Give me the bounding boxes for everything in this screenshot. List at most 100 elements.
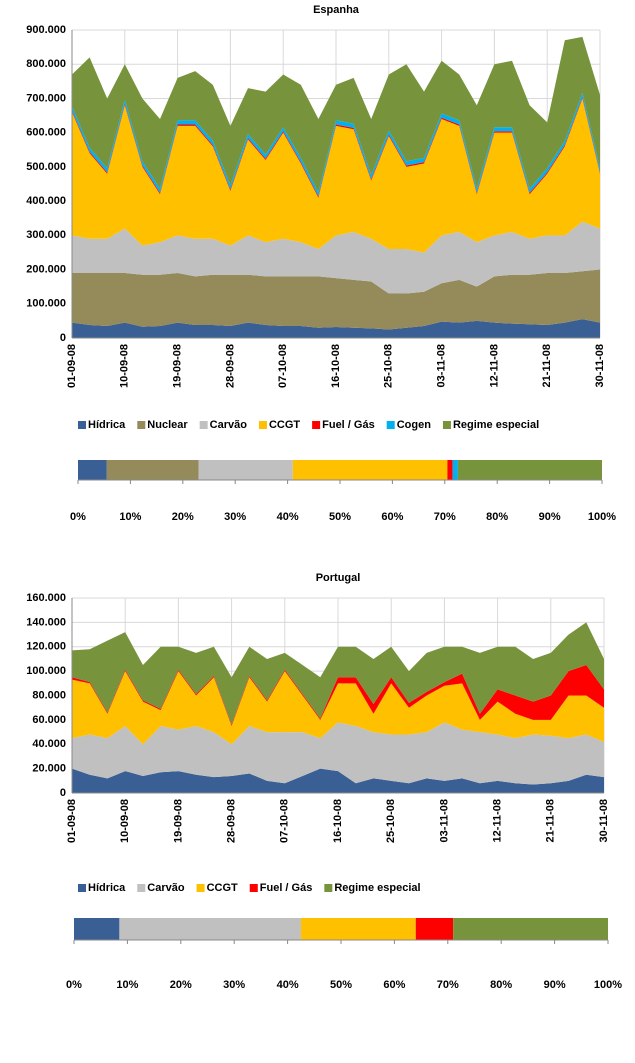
legend-swatch <box>258 421 267 429</box>
y-tick-label: 700.000 <box>26 92 66 104</box>
x-tick-label: 16-10-08 <box>330 344 342 388</box>
x-tick-label: 10% <box>116 979 138 991</box>
x-tick-label: 07-10-08 <box>277 344 289 388</box>
x-tick-label: 40% <box>277 979 299 991</box>
y-tick-label: 160.000 <box>26 592 66 604</box>
legend-swatch <box>137 421 146 429</box>
legend-label: Hídrica <box>88 882 126 894</box>
x-tick-label: 01-09-08 <box>66 344 78 388</box>
legend-swatch <box>78 421 86 429</box>
legend-label: Regime especial <box>334 882 420 894</box>
legend-label: Hídrica <box>88 419 126 431</box>
bar-segment <box>415 918 454 940</box>
x-tick-label: 90% <box>539 511 561 523</box>
area <box>72 221 600 294</box>
x-tick-label: 20% <box>172 511 194 523</box>
y-tick-label: 80.000 <box>32 689 66 701</box>
x-tick-label: 70% <box>434 511 456 523</box>
x-tick-label: 90% <box>544 979 566 991</box>
x-tick-label: 30% <box>224 511 246 523</box>
area <box>72 98 600 253</box>
legend-swatch <box>78 884 86 892</box>
bar-segment <box>447 460 453 480</box>
x-tick-label: 60% <box>383 979 405 991</box>
x-tick-label: 12-11-08 <box>492 799 504 842</box>
area <box>72 36 600 193</box>
x-tick-label: 28-09-08 <box>226 799 238 843</box>
y-tick-label: 400.000 <box>26 195 66 207</box>
x-tick-label: 03-11-08 <box>436 344 448 387</box>
area <box>72 768 604 793</box>
chart-title: Portugal <box>316 572 361 584</box>
x-tick-label: 10-09-08 <box>119 344 131 388</box>
legend-label: Nuclear <box>147 419 188 431</box>
x-tick-label: 25-10-08 <box>385 799 397 843</box>
legend-swatch <box>137 884 146 892</box>
legend-swatch <box>199 421 208 429</box>
chart-title: Espanha <box>313 4 360 16</box>
x-tick-label: 50% <box>329 511 351 523</box>
x-tick-label: 40% <box>277 511 299 523</box>
legend-label: CCGT <box>207 882 238 894</box>
legend-swatch <box>249 884 258 892</box>
area <box>72 92 600 197</box>
x-tick-label: 21-11-08 <box>541 344 553 387</box>
x-tick-label: 25-10-08 <box>383 344 395 388</box>
x-tick-label: 30-11-08 <box>594 344 606 387</box>
area <box>72 319 600 338</box>
y-tick-label: 300.000 <box>26 229 66 241</box>
legend-swatch <box>442 421 451 429</box>
bar-segment <box>74 918 120 940</box>
y-tick-label: 0 <box>60 787 66 799</box>
x-tick-label: 21-11-08 <box>545 799 557 842</box>
legend-label: Carvão <box>210 419 248 431</box>
legend-swatch <box>196 884 205 892</box>
bar-segment <box>452 460 458 480</box>
legend-swatch <box>324 884 333 892</box>
bar-segment <box>292 460 448 480</box>
y-tick-label: 60.000 <box>32 714 66 726</box>
x-tick-label: 19-09-08 <box>172 344 184 388</box>
x-tick-label: 03-11-08 <box>438 799 450 842</box>
y-tick-label: 40.000 <box>32 738 66 750</box>
area <box>72 671 604 745</box>
bar-segment <box>106 460 199 480</box>
x-tick-label: 10-09-08 <box>119 799 131 843</box>
y-tick-label: 140.000 <box>26 616 66 628</box>
x-tick-label: 70% <box>437 979 459 991</box>
legend-label: Fuel / Gás <box>260 882 313 894</box>
y-tick-label: 600.000 <box>26 127 66 139</box>
y-tick-label: 100.000 <box>26 665 66 677</box>
x-tick-label: 19-09-08 <box>172 799 184 843</box>
y-tick-label: 800.000 <box>26 58 66 70</box>
x-tick-label: 20% <box>170 979 192 991</box>
x-tick-label: 12-11-08 <box>488 344 500 387</box>
bar-segment <box>198 460 293 480</box>
x-tick-label: 100% <box>594 979 622 991</box>
y-tick-label: 120.000 <box>26 641 66 653</box>
legend-label: Regime especial <box>453 419 539 431</box>
area <box>72 269 600 330</box>
y-tick-label: 100.000 <box>26 298 66 310</box>
x-tick-label: 16-10-08 <box>332 799 344 843</box>
x-tick-label: 60% <box>381 511 403 523</box>
x-tick-label: 30% <box>223 979 245 991</box>
bar-segment <box>78 460 107 480</box>
legend-label: Fuel / Gás <box>322 419 375 431</box>
bar-segment <box>119 918 301 940</box>
legend-label: Cogen <box>397 419 432 431</box>
bar-segment <box>300 918 416 940</box>
legend-label: Carvão <box>147 882 185 894</box>
y-tick-label: 20.000 <box>32 763 66 775</box>
x-tick-label: 100% <box>588 511 616 523</box>
y-tick-label: 0 <box>60 332 66 344</box>
x-tick-label: 28-09-08 <box>224 344 236 388</box>
x-tick-label: 0% <box>66 979 82 991</box>
legend-swatch <box>312 421 321 429</box>
x-tick-label: 50% <box>330 979 352 991</box>
x-tick-label: 0% <box>70 511 86 523</box>
x-tick-label: 30-11-08 <box>598 799 610 842</box>
x-tick-label: 10% <box>119 511 141 523</box>
